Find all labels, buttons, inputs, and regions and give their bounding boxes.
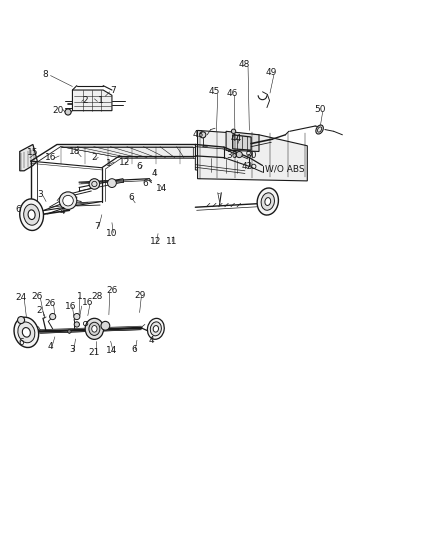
Text: 48: 48 [238,60,250,69]
Ellipse shape [261,193,274,210]
Text: 20: 20 [52,106,64,115]
Ellipse shape [20,199,43,230]
Text: 36: 36 [226,151,237,160]
Circle shape [231,129,235,133]
Circle shape [236,151,242,158]
Circle shape [49,313,56,320]
Text: 11: 11 [165,237,177,246]
Text: 2: 2 [37,306,42,315]
Polygon shape [195,156,244,174]
Text: 4: 4 [148,336,154,345]
Circle shape [199,132,205,138]
Ellipse shape [264,198,270,205]
Text: 46: 46 [226,88,237,98]
Circle shape [67,330,71,333]
Ellipse shape [28,210,35,220]
Text: 1: 1 [98,96,104,105]
Text: 2: 2 [82,96,88,105]
Text: 1: 1 [106,159,112,168]
Ellipse shape [24,204,39,225]
Text: 4: 4 [60,207,65,216]
Ellipse shape [22,328,30,337]
Text: 49: 49 [265,68,276,77]
Text: 42: 42 [240,162,252,171]
Circle shape [59,192,77,209]
Text: 29: 29 [134,290,145,300]
Text: 3: 3 [69,345,75,354]
Text: 43: 43 [192,130,204,139]
Text: 30: 30 [245,151,256,160]
Text: 26: 26 [106,286,117,295]
Text: 21: 21 [88,348,100,357]
Polygon shape [60,147,193,158]
Polygon shape [20,144,37,171]
Text: 16: 16 [65,302,77,311]
Text: 24: 24 [15,293,27,302]
Text: 44: 44 [230,134,241,143]
Text: 7: 7 [110,86,116,95]
Ellipse shape [153,326,158,332]
Ellipse shape [257,188,278,215]
Ellipse shape [92,326,97,332]
Text: 1: 1 [77,292,83,301]
Polygon shape [232,135,251,150]
Ellipse shape [88,322,100,335]
Text: 26: 26 [32,292,43,301]
Text: 6: 6 [15,205,21,214]
Text: 45: 45 [208,87,219,96]
Polygon shape [72,90,112,111]
Circle shape [65,109,71,115]
Text: 26: 26 [45,300,56,308]
Circle shape [74,313,80,320]
Ellipse shape [85,318,103,340]
Text: W/O ABS: W/O ABS [264,165,304,174]
Text: 6: 6 [18,337,24,346]
Circle shape [107,179,116,188]
Text: 16: 16 [45,153,56,162]
Ellipse shape [18,322,35,343]
Text: 12: 12 [150,237,161,246]
Text: 50: 50 [314,105,325,114]
Circle shape [74,322,79,327]
Ellipse shape [147,318,164,340]
Text: 18: 18 [69,147,80,156]
Text: 2: 2 [92,153,97,162]
Text: 12: 12 [118,158,130,166]
Text: 3: 3 [37,190,43,199]
Text: 4: 4 [152,169,157,178]
Polygon shape [226,131,258,151]
Text: 10: 10 [106,229,117,238]
Text: 4: 4 [48,342,53,351]
Ellipse shape [150,322,161,336]
Text: 15: 15 [27,148,39,157]
Text: 28: 28 [92,292,103,301]
Text: 6: 6 [127,192,134,201]
Polygon shape [65,196,74,204]
Text: 6: 6 [141,179,148,188]
Ellipse shape [14,317,39,348]
Circle shape [18,317,25,324]
Text: 16: 16 [82,298,93,307]
Circle shape [63,196,73,206]
Polygon shape [197,131,307,181]
Text: 8: 8 [42,70,48,79]
Text: 14: 14 [155,184,167,193]
Text: 14: 14 [106,346,117,356]
Circle shape [101,321,110,330]
Ellipse shape [315,125,323,134]
Text: 7: 7 [94,222,100,231]
Circle shape [89,179,99,189]
Text: 6: 6 [136,163,142,171]
Text: 6: 6 [131,344,137,353]
